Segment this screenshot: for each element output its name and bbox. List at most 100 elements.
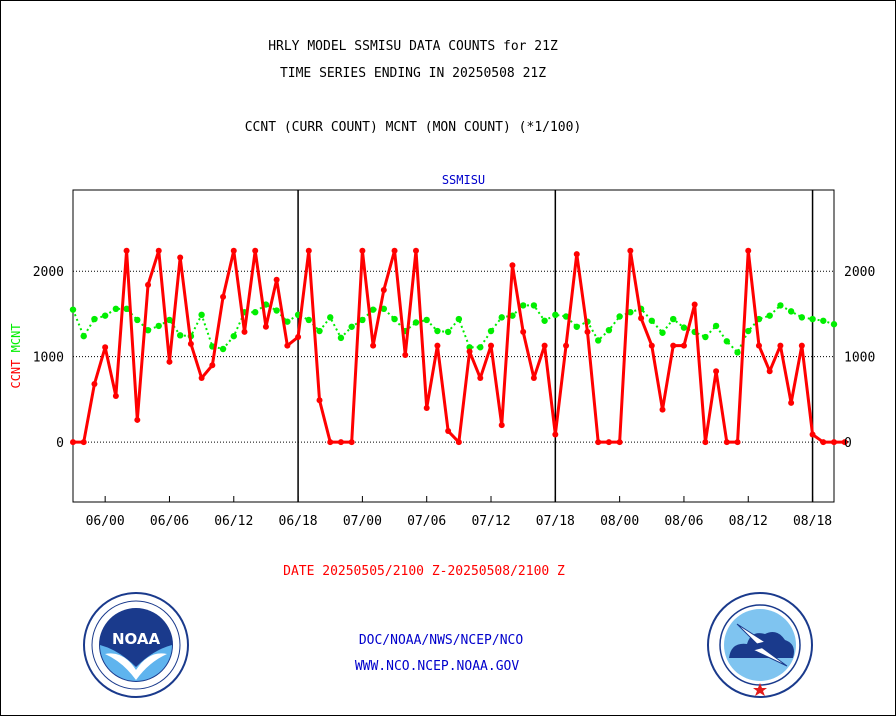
data-point-mcnt bbox=[444, 328, 452, 336]
chart-subtitle: CCNT (CURR COUNT) MCNT (MON COUNT) (*1/1… bbox=[244, 120, 582, 135]
data-point-mcnt bbox=[284, 318, 291, 325]
data-point-ccnt bbox=[155, 247, 162, 254]
data-point-mcnt bbox=[166, 316, 173, 324]
data-point-ccnt bbox=[809, 431, 816, 438]
data-point-mcnt bbox=[252, 309, 259, 316]
data-point-mcnt bbox=[144, 326, 152, 334]
y-tick-label-right: 2000 bbox=[844, 265, 875, 280]
data-point-ccnt bbox=[284, 342, 291, 349]
data-point-mcnt bbox=[530, 302, 538, 309]
data-point-mcnt bbox=[734, 349, 741, 356]
data-point-ccnt bbox=[230, 247, 237, 254]
data-point-ccnt bbox=[273, 276, 280, 283]
data-point-mcnt bbox=[552, 311, 559, 318]
data-point-ccnt bbox=[541, 342, 548, 349]
data-point-ccnt bbox=[498, 422, 505, 429]
x-tick-label: 06/12 bbox=[214, 514, 253, 529]
x-tick-label: 07/12 bbox=[471, 514, 510, 529]
series-layer bbox=[69, 247, 848, 446]
data-point-ccnt bbox=[777, 342, 784, 349]
data-point-ccnt bbox=[509, 262, 516, 269]
data-point-ccnt bbox=[798, 342, 805, 349]
data-point-ccnt bbox=[788, 399, 795, 406]
y-tick-label-left: 2000 bbox=[33, 265, 64, 280]
data-point-ccnt bbox=[380, 287, 387, 294]
data-point-ccnt bbox=[488, 342, 495, 349]
data-point-ccnt bbox=[573, 251, 580, 258]
data-point-mcnt bbox=[830, 321, 838, 328]
data-point-ccnt bbox=[91, 381, 98, 388]
data-point-ccnt bbox=[102, 344, 109, 351]
data-point-mcnt bbox=[541, 317, 548, 324]
data-point-ccnt bbox=[520, 328, 527, 335]
data-point-ccnt bbox=[691, 301, 698, 308]
data-point-mcnt bbox=[670, 315, 677, 323]
data-point-mcnt bbox=[305, 316, 313, 324]
data-point-ccnt bbox=[659, 406, 666, 413]
data-point-mcnt bbox=[327, 314, 334, 321]
data-point-mcnt bbox=[316, 327, 323, 335]
data-point-mcnt bbox=[605, 326, 613, 334]
data-point-ccnt bbox=[423, 404, 430, 411]
y-tick-label-left: 1000 bbox=[33, 351, 64, 366]
data-point-ccnt bbox=[638, 315, 645, 322]
data-point-ccnt bbox=[713, 368, 720, 375]
data-point-mcnt bbox=[134, 316, 141, 324]
data-point-ccnt bbox=[755, 342, 762, 349]
data-point-ccnt bbox=[402, 351, 409, 358]
label-layer: 0 0 1000 1000 2000 2000 06/00 06/06 06/12 06/18 07… bbox=[9, 173, 875, 529]
data-point-mcnt bbox=[477, 344, 484, 351]
data-point-mcnt bbox=[659, 329, 666, 336]
data-point-ccnt bbox=[209, 362, 216, 369]
data-point-ccnt bbox=[316, 397, 323, 404]
data-point-ccnt bbox=[530, 375, 537, 382]
data-point-ccnt bbox=[766, 368, 773, 375]
data-point-mcnt bbox=[391, 315, 398, 323]
data-point-ccnt bbox=[466, 348, 473, 355]
data-point-ccnt bbox=[841, 439, 848, 446]
data-point-mcnt bbox=[680, 324, 688, 331]
data-point-mcnt bbox=[702, 333, 709, 341]
data-point-mcnt bbox=[412, 319, 420, 326]
data-point-ccnt bbox=[370, 342, 377, 349]
data-point-mcnt bbox=[337, 334, 345, 342]
data-point-mcnt bbox=[509, 312, 516, 319]
data-point-mcnt bbox=[723, 338, 731, 345]
data-point-mcnt bbox=[273, 307, 280, 314]
data-point-mcnt bbox=[123, 305, 130, 313]
data-point-ccnt bbox=[595, 439, 602, 446]
data-point-mcnt bbox=[155, 322, 162, 330]
x-tick-label: 08/12 bbox=[729, 514, 768, 529]
y-axis-label-part: MCNT bbox=[9, 323, 23, 359]
data-point-mcnt bbox=[777, 302, 784, 309]
data-point-ccnt bbox=[616, 439, 623, 446]
x-tick-label: 07/18 bbox=[536, 514, 575, 529]
data-point-ccnt bbox=[605, 439, 612, 446]
data-point-ccnt bbox=[198, 375, 205, 382]
y-axis-label-part: CCNT bbox=[9, 360, 23, 389]
page-title-line2: TIME SERIES ENDING IN 20250508 21Z bbox=[279, 66, 547, 81]
data-point-mcnt bbox=[487, 327, 495, 335]
data-point-mcnt bbox=[616, 313, 623, 320]
data-point-ccnt bbox=[348, 439, 355, 446]
axis-layer bbox=[72, 189, 835, 503]
data-point-mcnt bbox=[80, 332, 87, 340]
data-point-mcnt bbox=[498, 314, 505, 321]
data-point-ccnt bbox=[702, 439, 709, 446]
data-point-mcnt bbox=[648, 317, 655, 324]
data-point-ccnt bbox=[70, 439, 76, 446]
data-point-ccnt bbox=[145, 281, 152, 288]
data-point-mcnt bbox=[219, 345, 227, 353]
data-point-ccnt bbox=[80, 439, 87, 446]
x-tick-label: 08/06 bbox=[664, 514, 703, 529]
y-tick-label-right: 0 bbox=[844, 436, 852, 451]
x-tick-label: 07/06 bbox=[407, 514, 446, 529]
data-point-mcnt bbox=[230, 332, 237, 340]
data-point-mcnt bbox=[562, 313, 570, 320]
data-point-ccnt bbox=[359, 247, 366, 254]
data-point-mcnt bbox=[69, 306, 77, 313]
data-point-ccnt bbox=[563, 342, 570, 349]
data-point-ccnt bbox=[455, 439, 462, 446]
data-point-ccnt bbox=[434, 342, 441, 349]
